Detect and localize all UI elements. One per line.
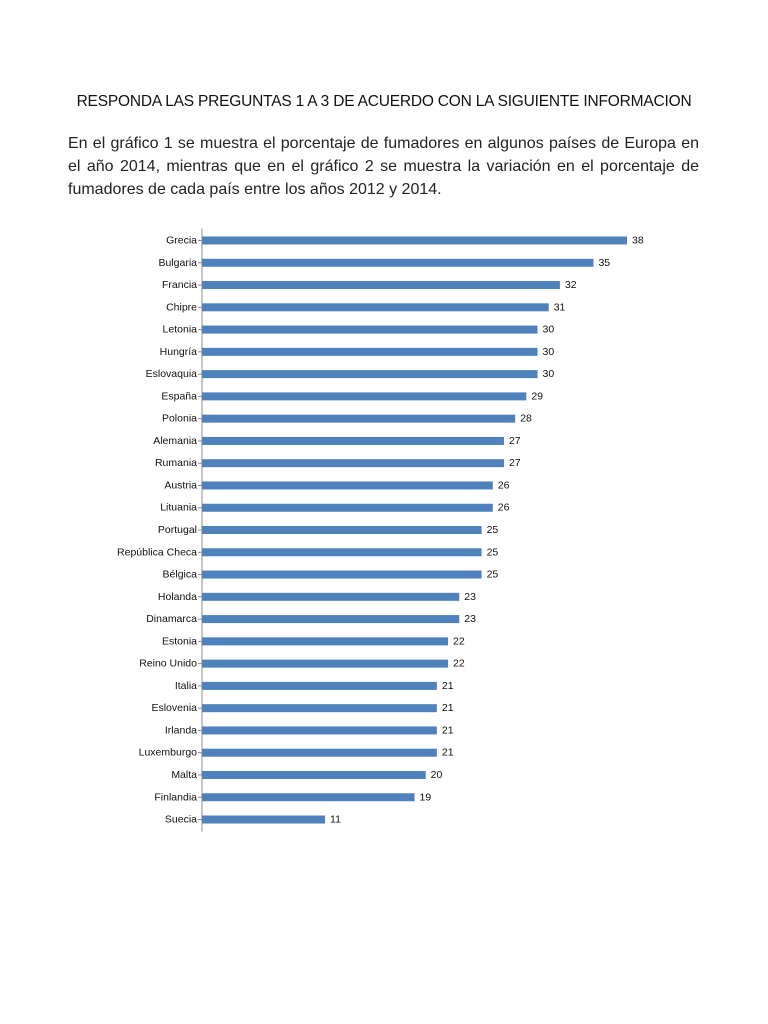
bar-malta [202,770,426,779]
value-label: 38 [632,235,644,247]
bar-italia [202,681,437,690]
category-label: Dinamarca [146,613,197,625]
value-label: 25 [487,524,499,536]
category-label: Alemania [153,435,197,447]
value-label: 25 [487,569,499,581]
value-label: 26 [498,502,510,514]
value-label: 22 [453,635,465,647]
category-label: Irlanda [165,724,197,736]
value-label: 30 [543,368,555,380]
value-label: 30 [543,324,555,336]
bar-suecia [202,815,326,824]
value-label: 19 [420,791,432,803]
intro-paragraph: En el gráfico 1 se muestra el porcentaje… [68,135,699,198]
value-label: 28 [520,413,532,425]
page-heading: RESPONDA LAS PREGUNTAS 1 A 3 DE ACUERDO … [76,93,692,110]
bar-lituania [202,503,493,512]
bar-grecia [202,236,627,245]
bar-finlandia [202,793,415,802]
category-label: Luxemburgo [139,747,198,759]
bar-irlanda [202,726,437,735]
value-label: 11 [330,814,341,826]
bar-portugal [202,526,482,535]
category-label: Bélgica [163,569,198,581]
bar-estonia [202,637,449,646]
bar-rumania [202,459,504,468]
category-label: Francia [162,279,197,291]
bar-bélgica [202,570,482,579]
category-label: Grecia [166,235,197,247]
bar-eslovenia [202,704,437,713]
value-label: 29 [531,390,543,402]
bar-austria [202,481,493,490]
category-label: Eslovaquia [146,368,198,380]
category-label: Estonia [162,635,197,647]
bar-reino-unido [202,659,449,668]
bar-eslovaquia [202,370,538,379]
category-label: Rumania [155,457,197,469]
value-label: 35 [598,257,610,269]
value-label: 23 [464,591,476,603]
value-label: 21 [442,680,454,692]
category-label: Reino Unido [139,658,197,670]
bar-polonia [202,414,516,423]
value-label: 21 [442,724,454,736]
category-label: Polonia [162,413,197,425]
bar-letonia [202,325,538,334]
value-label: 21 [442,702,454,714]
category-label: Lituania [160,502,197,514]
category-label: Malta [171,769,197,781]
value-label: 26 [498,479,510,491]
bar-alemania [202,436,504,445]
bar-república-checa [202,548,482,557]
category-label: Chipre [166,301,197,313]
value-label: 32 [565,279,577,291]
category-label: Finlandia [154,791,197,803]
bar-chipre [202,303,549,312]
bar-holanda [202,592,460,601]
value-label: 22 [453,658,465,670]
value-label: 30 [543,346,555,358]
value-label: 21 [442,747,454,759]
value-label: 31 [554,301,566,313]
category-label: España [161,390,197,402]
value-label: 27 [509,435,521,447]
bar-hungría [202,347,538,356]
category-label: República Checa [117,546,197,558]
value-label: 25 [487,546,499,558]
category-label: Eslovenia [151,702,197,714]
bar-luxemburgo [202,748,437,757]
bar-francia [202,281,560,290]
value-label: 20 [431,769,443,781]
category-label: Italia [175,680,197,692]
bar-dinamarca [202,615,460,624]
bar-bulgaria [202,258,594,267]
value-label: 27 [509,457,521,469]
category-label: Portugal [158,524,197,536]
category-label: Austria [164,479,197,491]
bar-españa [202,392,527,401]
category-label: Letonia [163,324,198,336]
value-label: 23 [464,613,476,625]
category-label: Holanda [158,591,197,603]
category-label: Suecia [165,814,197,826]
category-label: Hungría [160,346,198,358]
category-label: Bulgaria [158,257,197,269]
